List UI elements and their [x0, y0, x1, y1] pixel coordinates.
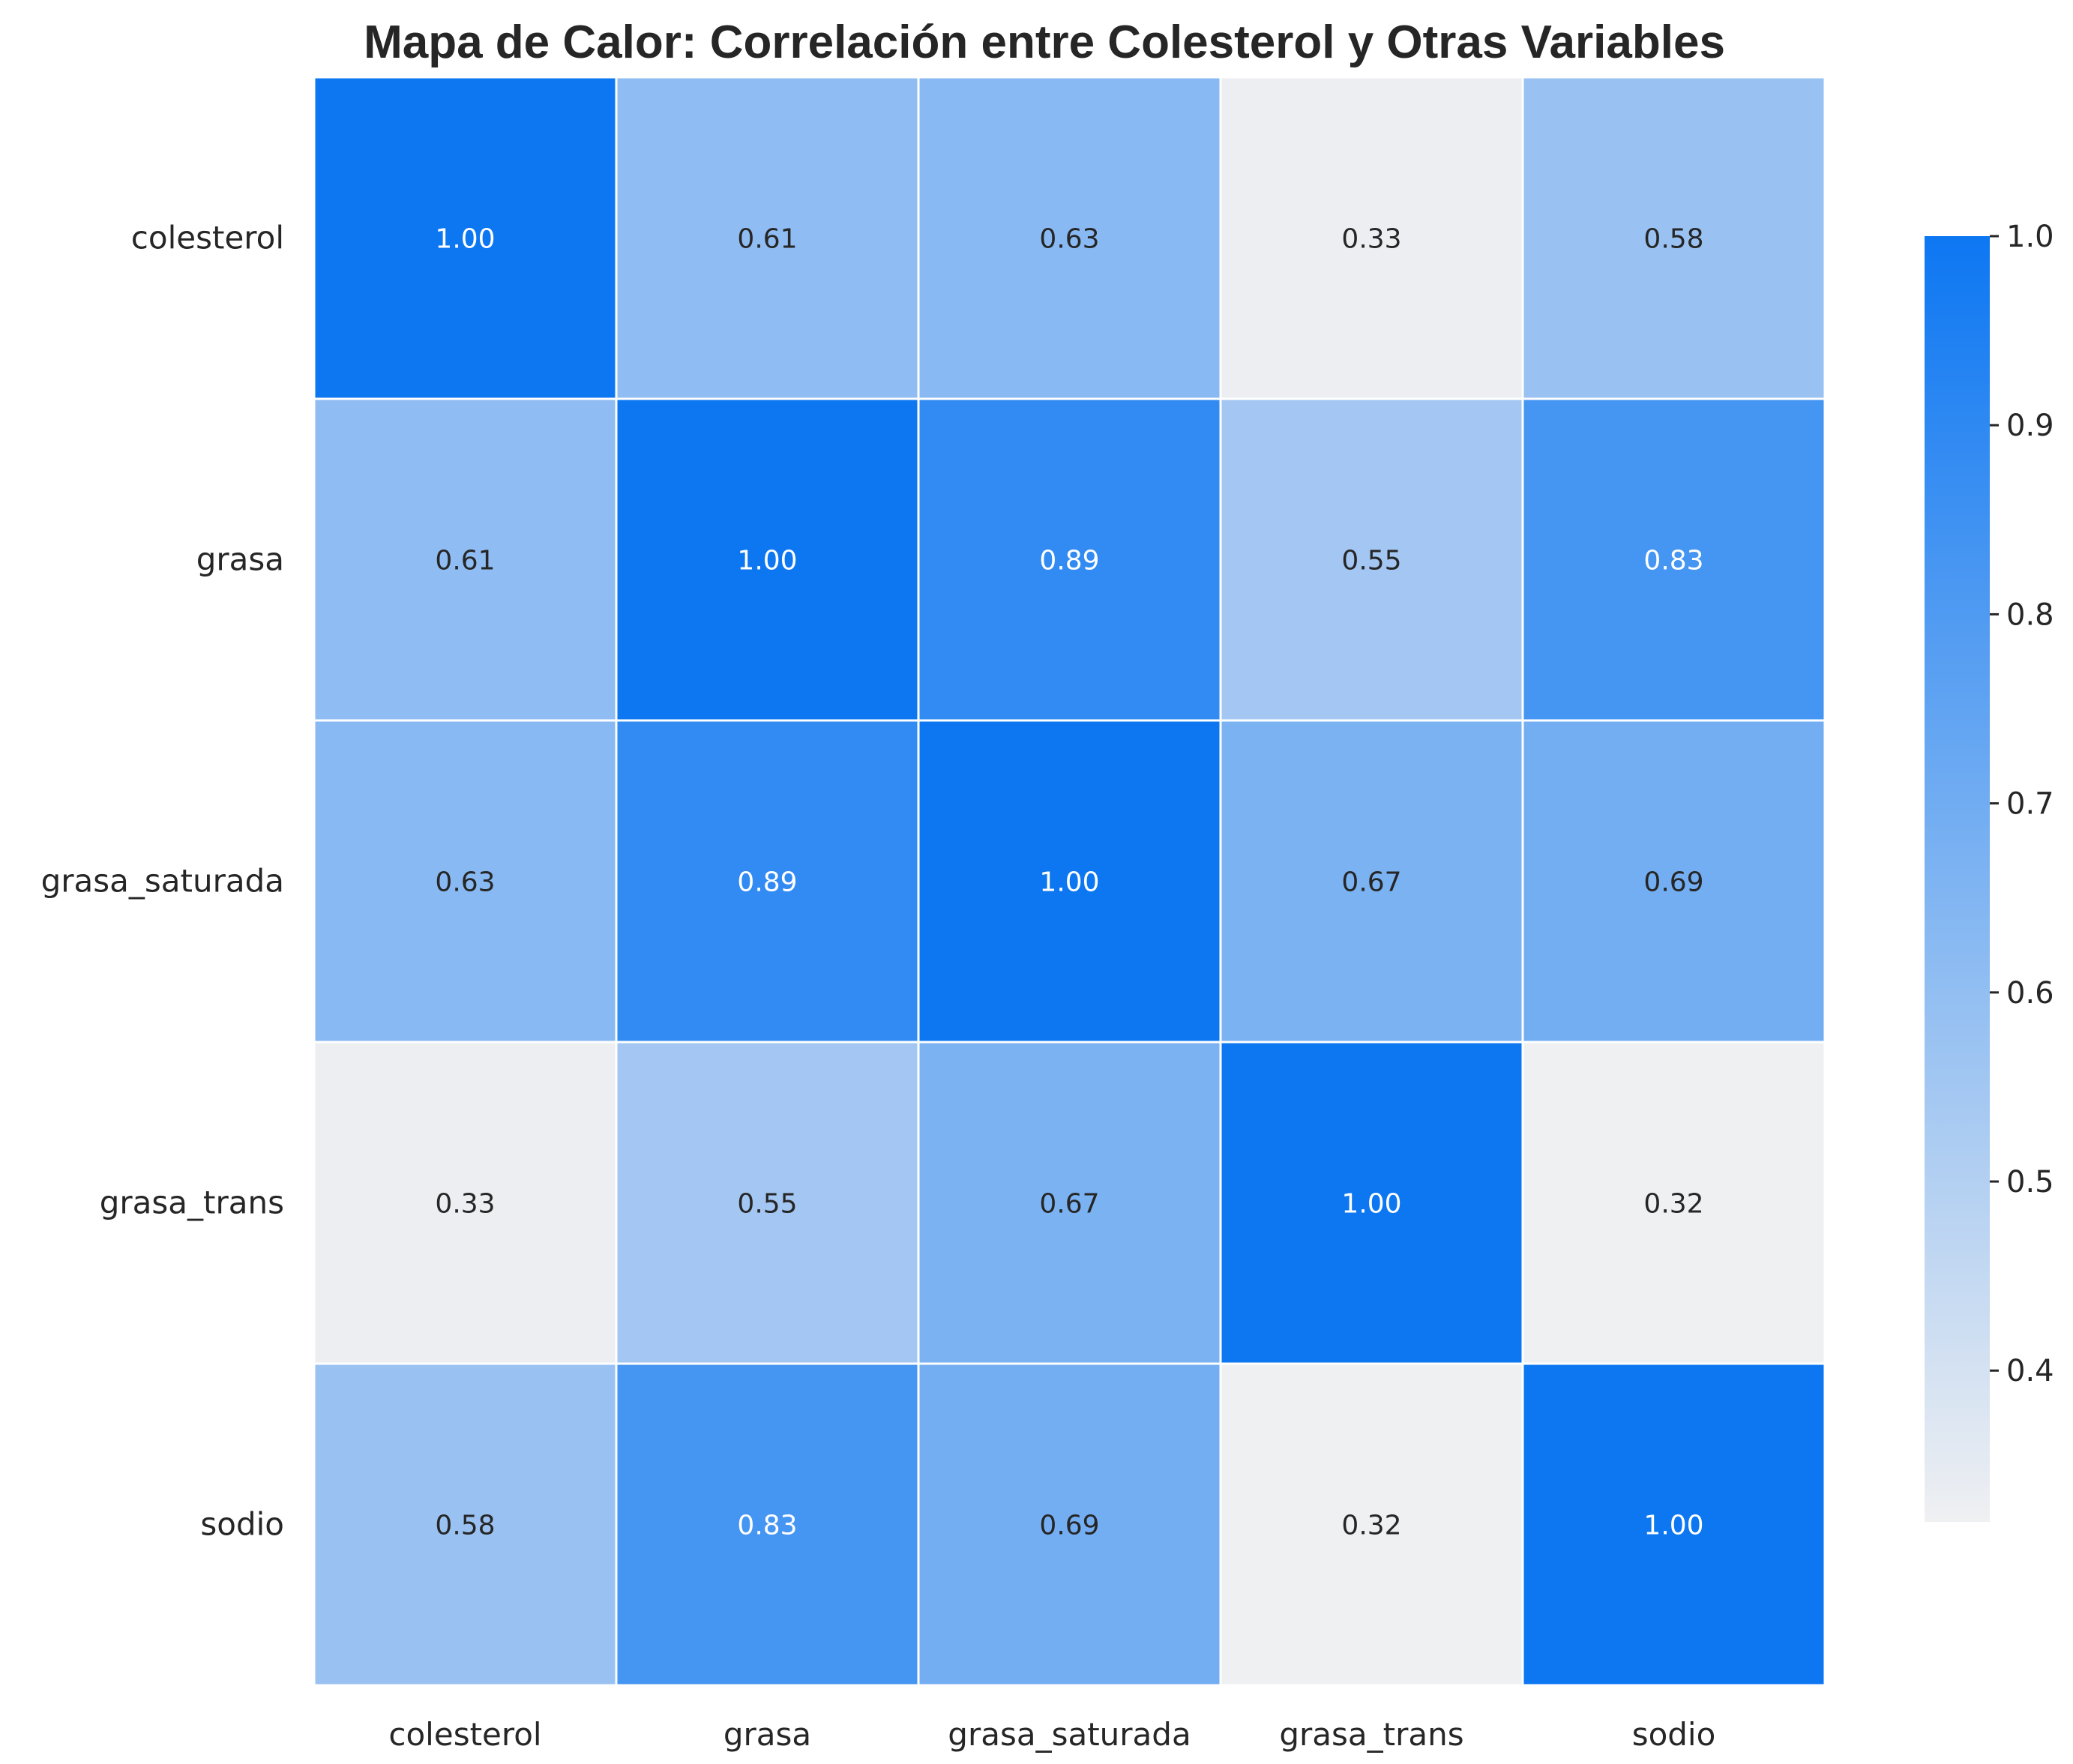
row-tick-label: grasa_trans: [100, 1184, 284, 1221]
colorbar-gradient: [1925, 236, 1990, 1522]
cell-value-label: 0.55: [1341, 546, 1401, 577]
cell-value-label: 1.00: [1341, 1189, 1401, 1220]
cell-value-label: 0.83: [737, 1511, 797, 1541]
column-tick-label: grasa: [723, 1716, 811, 1753]
cell-value-label: 0.89: [737, 867, 797, 898]
column-tick-label: grasa_trans: [1279, 1716, 1463, 1753]
cell-value-label: 0.55: [737, 1189, 797, 1220]
heatmap-cell: [917, 397, 1222, 722]
cell-value-label: 0.63: [435, 867, 495, 898]
colorbar: 0.4 0.5 0.6 0.7 0.8 0.9 1.0: [1925, 220, 2054, 1522]
column-tick-label: colesterol: [388, 1716, 541, 1753]
heatmap-cell-labels: 1.00 0.61 0.63 0.33 0.58 0.61 1.00 0.89 0.55 0.83…: [435, 224, 1703, 1541]
heatmap-cell: [615, 719, 920, 1044]
cell-value-label: 0.61: [435, 546, 495, 577]
heatmap-cell: [1521, 76, 1826, 400]
cell-value-label: 0.61: [737, 224, 797, 255]
colorbar-tick-label: 0.5: [2006, 1165, 2054, 1199]
cell-value-label: 0.58: [435, 1511, 495, 1541]
heatmap-cell: [1521, 1041, 1826, 1365]
heatmap-cell: [313, 397, 618, 722]
heatmap-cell: [917, 719, 1222, 1044]
cell-value-label: 0.33: [1341, 224, 1401, 255]
heatmap-cell: [615, 1362, 920, 1687]
row-tick-label: colesterol: [131, 220, 284, 256]
heatmap-cell: [1521, 719, 1826, 1044]
cell-value-label: 1.00: [737, 546, 797, 577]
cell-value-label: 0.83: [1643, 546, 1703, 577]
cell-value-label: 0.89: [1039, 546, 1099, 577]
heatmap-cell: [917, 1362, 1222, 1687]
colorbar-tick-label: 1.0: [2006, 220, 2054, 254]
heatmap-cell: [917, 76, 1222, 400]
colorbar-tick-label: 0.4: [2006, 1354, 2054, 1388]
cell-value-label: 0.67: [1039, 1189, 1099, 1220]
column-tick-label: sodio: [1632, 1716, 1716, 1753]
heatmap-cell: [313, 1362, 618, 1687]
heatmap-cell: [1219, 76, 1524, 400]
chart-title: Mapa de Calor: Correlación entre Coleste…: [364, 16, 1725, 68]
colorbar-tick-label: 0.9: [2006, 409, 2054, 443]
heatmap-cell: [615, 1041, 920, 1365]
cell-value-label: 0.33: [435, 1189, 495, 1220]
colorbar-tick-label: 0.6: [2006, 976, 2054, 1011]
cell-value-label: 1.00: [1643, 1511, 1703, 1541]
cell-value-label: 0.67: [1341, 867, 1401, 898]
row-tick-labels: colesterol grasa grasa_saturada grasa_trans…: [41, 220, 284, 1543]
heatmap-cell: [313, 76, 618, 400]
heatmap-cells: [313, 76, 1826, 1687]
row-tick-label: sodio: [200, 1506, 284, 1543]
heatmap-cell: [1521, 1362, 1826, 1687]
colorbar-tick-label: 0.7: [2006, 787, 2054, 822]
cell-value-label: 1.00: [1039, 867, 1099, 898]
heatmap-cell: [1521, 397, 1826, 722]
heatmap-cell: [917, 1041, 1222, 1365]
cell-value-label: 0.69: [1039, 1511, 1099, 1541]
cell-value-label: 0.63: [1039, 224, 1099, 255]
heatmap-cell: [1219, 719, 1524, 1044]
heatmap-cell: [313, 1041, 618, 1365]
row-tick-label: grasa_saturada: [41, 863, 284, 900]
cell-value-label: 0.32: [1643, 1189, 1703, 1220]
cell-value-label: 0.32: [1341, 1511, 1401, 1541]
colorbar-tick-label: 0.8: [2006, 597, 2054, 632]
column-tick-label: grasa_saturada: [948, 1716, 1191, 1753]
cell-value-label: 0.69: [1643, 867, 1703, 898]
cell-value-label: 1.00: [435, 224, 495, 255]
row-tick-label: grasa: [196, 541, 284, 578]
column-tick-labels: colesterol grasa grasa_saturada grasa_trans…: [388, 1716, 1715, 1753]
heatmap-cell: [1219, 1041, 1524, 1365]
heatmap-cell: [615, 76, 920, 400]
cell-value-label: 0.58: [1643, 224, 1703, 255]
